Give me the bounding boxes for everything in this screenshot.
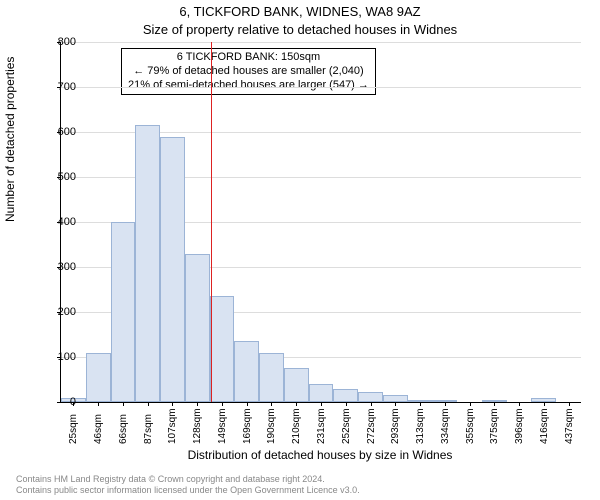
histogram-plot: 6 TICKFORD BANK: 150sqm ← 79% of detache… [60, 42, 581, 403]
x-tick-mark [544, 402, 545, 406]
histogram-bar [210, 296, 235, 402]
x-tick-label: 252sqm [341, 408, 352, 444]
annotation-line: 21% of semi-detached houses are larger (… [128, 79, 369, 93]
x-tick-mark [346, 402, 347, 406]
x-tick-label: 334sqm [440, 408, 451, 444]
x-tick-mark [197, 402, 198, 406]
histogram-bar [111, 222, 136, 402]
page-subtitle: Size of property relative to detached ho… [0, 22, 600, 37]
histogram-bar [309, 384, 334, 402]
histogram-bar [185, 254, 210, 403]
x-tick-label: 437sqm [564, 408, 575, 444]
x-tick-mark [222, 402, 223, 406]
histogram-bar [259, 353, 284, 403]
x-tick-mark [470, 402, 471, 406]
x-tick-label: 355sqm [465, 408, 476, 444]
footer-line: Contains public sector information licen… [16, 485, 360, 496]
gridline [61, 42, 581, 43]
x-tick-mark [569, 402, 570, 406]
histogram-bar [160, 137, 185, 403]
histogram-bar [284, 368, 309, 402]
y-tick-label: 300 [46, 261, 76, 273]
footer-line: Contains HM Land Registry data © Crown c… [16, 474, 360, 485]
y-tick-label: 100 [46, 351, 76, 363]
annotation-line: 6 TICKFORD BANK: 150sqm [128, 51, 369, 65]
x-tick-mark [247, 402, 248, 406]
x-tick-mark [123, 402, 124, 406]
x-tick-mark [445, 402, 446, 406]
x-tick-mark [371, 402, 372, 406]
histogram-bar [135, 125, 160, 402]
x-tick-label: 46sqm [93, 414, 104, 444]
x-tick-label: 66sqm [118, 414, 129, 444]
histogram-bar [333, 389, 358, 403]
annotation-line: ← 79% of detached houses are smaller (2,… [128, 65, 369, 79]
y-tick-label: 800 [46, 36, 76, 48]
x-tick-label: 25sqm [68, 414, 79, 444]
x-tick-label: 149sqm [217, 408, 228, 444]
y-tick-label: 0 [46, 396, 76, 408]
x-tick-label: 128sqm [192, 408, 203, 444]
reference-line [211, 42, 212, 402]
x-tick-mark [296, 402, 297, 406]
y-tick-label: 600 [46, 126, 76, 138]
x-tick-label: 272sqm [366, 408, 377, 444]
y-tick-label: 400 [46, 216, 76, 228]
footer-attribution: Contains HM Land Registry data © Crown c… [16, 474, 360, 496]
histogram-bar [234, 341, 259, 402]
x-tick-mark [395, 402, 396, 406]
x-tick-label: 313sqm [415, 408, 426, 444]
x-tick-mark [321, 402, 322, 406]
x-tick-label: 293sqm [390, 408, 401, 444]
x-axis-label: Distribution of detached houses by size … [60, 448, 580, 462]
y-tick-label: 200 [46, 306, 76, 318]
x-tick-mark [519, 402, 520, 406]
histogram-bar [86, 353, 111, 403]
y-axis-label: Number of detached properties [3, 57, 17, 222]
x-tick-label: 375sqm [489, 408, 500, 444]
y-tick-label: 500 [46, 171, 76, 183]
x-tick-label: 416sqm [539, 408, 550, 444]
x-tick-label: 190sqm [266, 408, 277, 444]
x-tick-label: 87sqm [143, 414, 154, 444]
x-tick-mark [98, 402, 99, 406]
x-tick-mark [172, 402, 173, 406]
x-tick-mark [148, 402, 149, 406]
x-tick-label: 231sqm [316, 408, 327, 444]
histogram-bar [358, 392, 383, 402]
x-tick-mark [494, 402, 495, 406]
x-tick-label: 210sqm [291, 408, 302, 444]
y-tick-label: 700 [46, 81, 76, 93]
page-title: 6, TICKFORD BANK, WIDNES, WA8 9AZ [0, 4, 600, 19]
histogram-bar [383, 395, 408, 402]
x-tick-label: 169sqm [242, 408, 253, 444]
x-tick-label: 396sqm [514, 408, 525, 444]
x-tick-mark [271, 402, 272, 406]
x-tick-mark [420, 402, 421, 406]
x-tick-label: 107sqm [167, 408, 178, 444]
annotation-box: 6 TICKFORD BANK: 150sqm ← 79% of detache… [121, 48, 376, 95]
gridline [61, 87, 581, 88]
